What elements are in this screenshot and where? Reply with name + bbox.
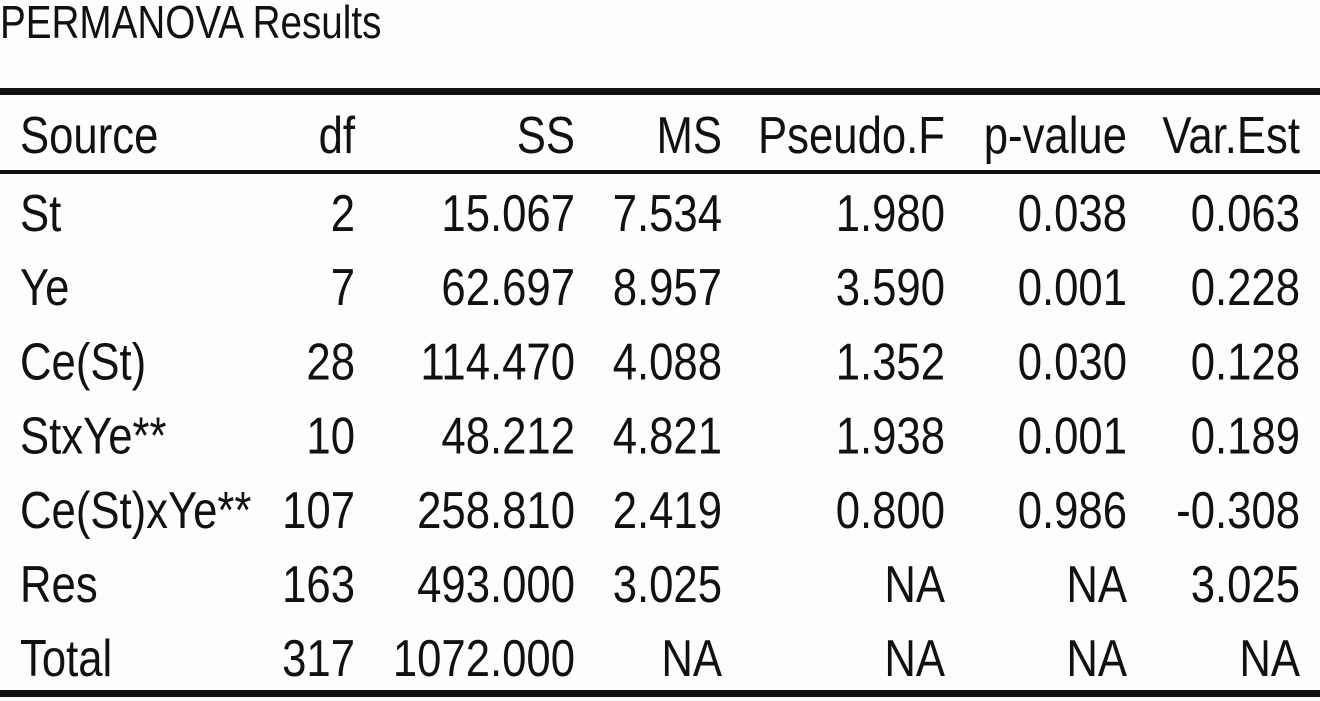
table-cell: 15.067 xyxy=(441,186,575,243)
table-cell: 10 xyxy=(306,408,355,465)
table-cell: 3.025 xyxy=(613,557,722,614)
table-cell: NA xyxy=(884,557,945,614)
page-title: PERMANOVA Results xyxy=(0,0,381,48)
table-cell: 258.810 xyxy=(417,482,575,539)
column-header: Var.Est xyxy=(1162,108,1300,165)
table-cell: 48.212 xyxy=(441,408,575,465)
table-cell: 0.189 xyxy=(1191,408,1300,465)
row-label: Ce(St)xYe** xyxy=(20,482,251,539)
column-header: SS xyxy=(517,108,575,165)
table-cell: 0.038 xyxy=(1018,186,1127,243)
header-rule xyxy=(0,170,1320,174)
table-cell: NA xyxy=(1066,631,1127,688)
row-label: StxYe** xyxy=(20,408,167,465)
table-cell: NA xyxy=(661,631,722,688)
table-cell: 4.088 xyxy=(613,334,722,391)
table-cell: 0.800 xyxy=(836,482,945,539)
table-cell: 0.986 xyxy=(1018,482,1127,539)
table-cells: Source df SS MS Pseudo.F p-value Var.Est St 2 15.… xyxy=(20,108,1300,689)
table-cell: 1072.000 xyxy=(393,631,575,688)
table-cell: 163 xyxy=(282,557,355,614)
table-cell: 1.938 xyxy=(836,408,945,465)
top-rule xyxy=(0,88,1320,95)
table-cell: 0.030 xyxy=(1018,334,1127,391)
column-header: Pseudo.F xyxy=(758,108,945,165)
table-cell: 107 xyxy=(282,482,355,539)
column-header: p-value xyxy=(984,108,1127,165)
row-label: Ce(St) xyxy=(20,334,146,391)
table-cell: NA xyxy=(1066,557,1127,614)
table-cell: 0.001 xyxy=(1018,260,1127,317)
table-cell: 2.419 xyxy=(613,482,722,539)
table-cell: NA xyxy=(884,631,945,688)
bottom-rule xyxy=(0,690,1320,697)
table-cell: 28 xyxy=(306,334,355,391)
table-cell: 493.000 xyxy=(417,557,575,614)
table-cell: 3.590 xyxy=(836,260,945,317)
table-cell: 317 xyxy=(282,631,355,688)
table-cell: -0.308 xyxy=(1176,482,1300,539)
column-header: df xyxy=(319,108,356,165)
row-label: Res xyxy=(20,557,98,614)
table-cell: 1.980 xyxy=(836,186,945,243)
table-cell: 7.534 xyxy=(613,186,722,243)
table-cell: NA xyxy=(1239,631,1300,688)
table-cell: 1.352 xyxy=(836,334,945,391)
table-cell: 62.697 xyxy=(441,260,575,317)
table-cell: 8.957 xyxy=(613,260,722,317)
row-label: Ye xyxy=(20,260,69,317)
table-cell: 2 xyxy=(331,186,355,243)
table-cell: 0.001 xyxy=(1018,408,1127,465)
table-cell: 0.063 xyxy=(1191,186,1300,243)
table-cell: 7 xyxy=(331,260,355,317)
table-cell: 3.025 xyxy=(1191,557,1300,614)
column-header: MS xyxy=(656,108,722,165)
column-header: Source xyxy=(20,108,158,165)
row-label: St xyxy=(20,186,61,243)
table-cell: 0.128 xyxy=(1191,334,1300,391)
table-cell: 4.821 xyxy=(613,408,722,465)
row-label: Total xyxy=(20,631,112,688)
table-cell: 114.470 xyxy=(420,334,575,391)
table-cell: 0.228 xyxy=(1191,260,1300,317)
